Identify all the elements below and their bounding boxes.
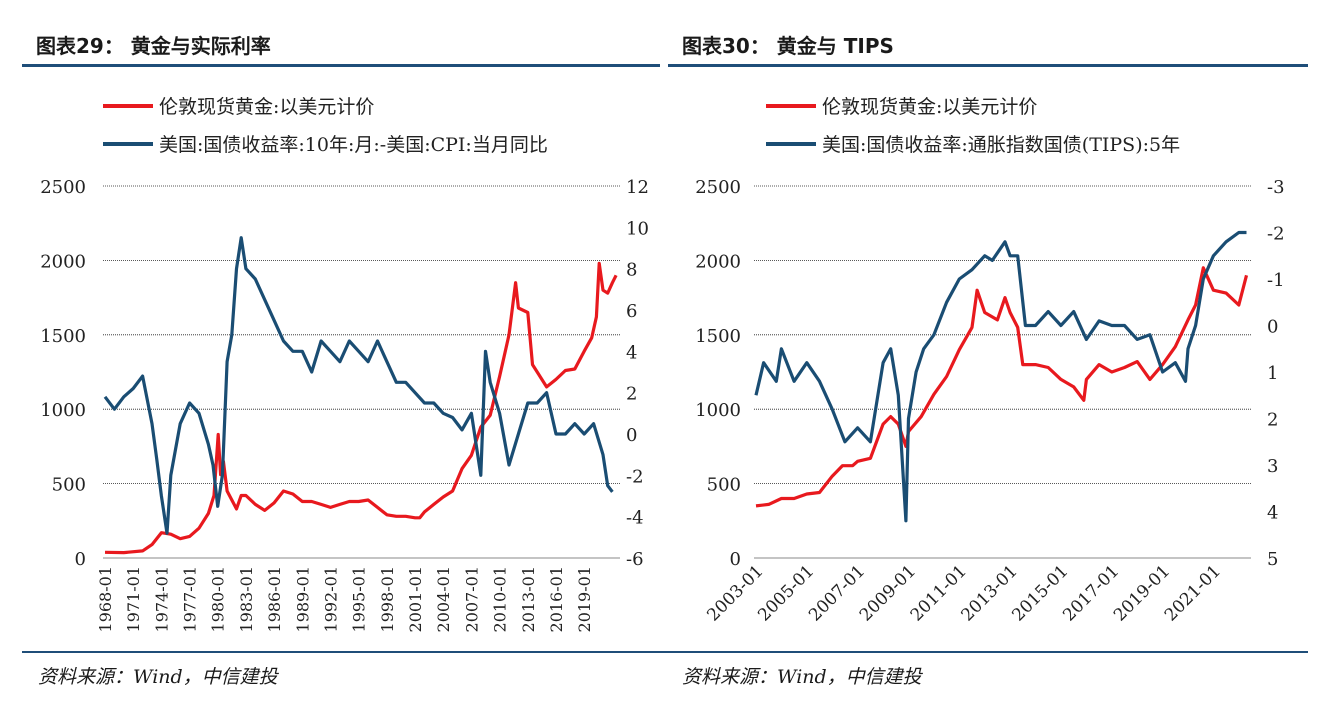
x-tick-label: 1995-01 (350, 566, 369, 632)
left-tick-label: 2000 (695, 251, 741, 272)
right-tick-label: 10 (626, 218, 649, 239)
right-tick-label: 4 (626, 342, 637, 363)
right-tick-label: 4 (1267, 503, 1278, 524)
title-rule-right (668, 64, 1308, 67)
series-lines (754, 230, 1249, 523)
right-axis-ticks: -6 -4 -2 0 2 4 6 8 10 12 (626, 177, 649, 570)
left-tick-label: 500 (52, 475, 86, 496)
chart30-title: 图表30： 黄金与 TIPS (682, 34, 894, 58)
left-tick-label: 2000 (40, 251, 86, 272)
left-tick-label: 2500 (40, 177, 86, 198)
bottom-rule (22, 651, 1308, 653)
x-tick-label: 1971-01 (124, 566, 143, 632)
x-axis-ticks: 2003-012005-012007-012009-012011-012013-… (703, 561, 1225, 625)
left-axis-ticks: 0 500 1000 1500 2000 2500 (695, 177, 741, 570)
right-tick-label: -4 (626, 508, 644, 529)
legend-label: 伦敦现货黄金:以美元计价 (822, 96, 1037, 118)
series-line-rate (754, 230, 1247, 523)
series-line-gold (104, 261, 618, 555)
x-tick-label: 1983-01 (237, 566, 256, 632)
left-tick-label: 1000 (40, 400, 86, 421)
right-tick-label: -3 (1267, 177, 1285, 198)
right-tick-label: 2 (626, 384, 637, 405)
x-axis-ticks: 1968-01 1971-01 1974-01 1977-01 1980-01 1983-… (96, 566, 594, 632)
chart29-title: 图表29： 黄金与实际利率 (36, 34, 271, 58)
series-line-gold (755, 266, 1249, 508)
x-tick-label: 2004-01 (434, 566, 453, 632)
right-tick-label: -6 (626, 549, 644, 570)
right-tick-label: 2 (1267, 410, 1278, 431)
x-tick-label: 2007-01 (462, 566, 481, 632)
series-lines (103, 236, 618, 555)
grid-lines (103, 185, 620, 559)
right-tick-label: 0 (626, 425, 637, 446)
left-tick-label: 2500 (695, 177, 741, 198)
x-tick-label: 2001-01 (406, 566, 425, 632)
left-tick-label: 1500 (695, 326, 741, 347)
right-tick-label: 0 (1267, 317, 1278, 338)
x-tick-label: 1968-01 (96, 566, 115, 632)
right-tick-label: 1 (1267, 363, 1278, 384)
right-tick-label: -1 (1267, 270, 1285, 291)
x-tick-label: 1986-01 (265, 566, 284, 632)
left-tick-label: 0 (75, 549, 86, 570)
legend-label: 美国:国债收益率:10年:月:-美国:CPI:当月同比 (159, 134, 548, 156)
x-tick-label: 2021-01 (1161, 561, 1225, 625)
x-tick-label: 1980-01 (209, 566, 228, 632)
left-tick-label: 0 (730, 549, 741, 570)
gold-real-rate-chart: 0 500 1000 1500 2000 2500 -6 -4 -2 0 2 4 6 8 10 12 196… (40, 96, 649, 632)
left-tick-label: 1000 (695, 400, 741, 421)
grid-lines (754, 185, 1251, 559)
x-tick-label: 1992-01 (321, 566, 340, 632)
series-line-rate (103, 236, 614, 535)
right-tick-label: -2 (626, 466, 644, 487)
x-tick-label: 1974-01 (152, 566, 171, 632)
chart29-source: 资料来源：Wind，中信建投 (38, 666, 278, 688)
x-tick-label: 2010-01 (491, 566, 510, 632)
legend-label: 伦敦现货黄金:以美元计价 (159, 96, 374, 118)
chart30-source: 资料来源：Wind，中信建投 (682, 666, 922, 688)
x-tick-label: 2019-01 (575, 566, 594, 632)
right-axis-ticks: 5 4 3 2 1 0 -1 -2 -3 (1267, 177, 1285, 570)
right-tick-label: 8 (626, 260, 637, 281)
right-tick-label: 3 (1267, 456, 1278, 477)
legend-label: 美国:国债收益率:通胀指数国债(TIPS):5年 (822, 134, 1180, 156)
title-rule-left (22, 64, 660, 67)
x-tick-label: 1989-01 (293, 566, 312, 632)
x-tick-label: 1977-01 (181, 566, 200, 632)
x-tick-label: 1998-01 (378, 566, 397, 632)
left-tick-label: 500 (707, 475, 741, 496)
right-tick-label: 5 (1267, 549, 1278, 570)
left-axis-ticks: 0 500 1000 1500 2000 2500 (40, 177, 86, 570)
gold-tips-chart: 0 500 1000 1500 2000 2500 5 4 3 2 1 0 -1 -2 -3 2003-0… (695, 96, 1285, 625)
right-tick-label: -2 (1267, 224, 1285, 245)
right-tick-label: 6 (626, 301, 637, 322)
x-tick-label: 2016-01 (547, 566, 566, 632)
left-tick-label: 1500 (40, 326, 86, 347)
right-tick-label: 12 (626, 177, 649, 198)
x-tick-label: 2013-01 (519, 566, 538, 632)
